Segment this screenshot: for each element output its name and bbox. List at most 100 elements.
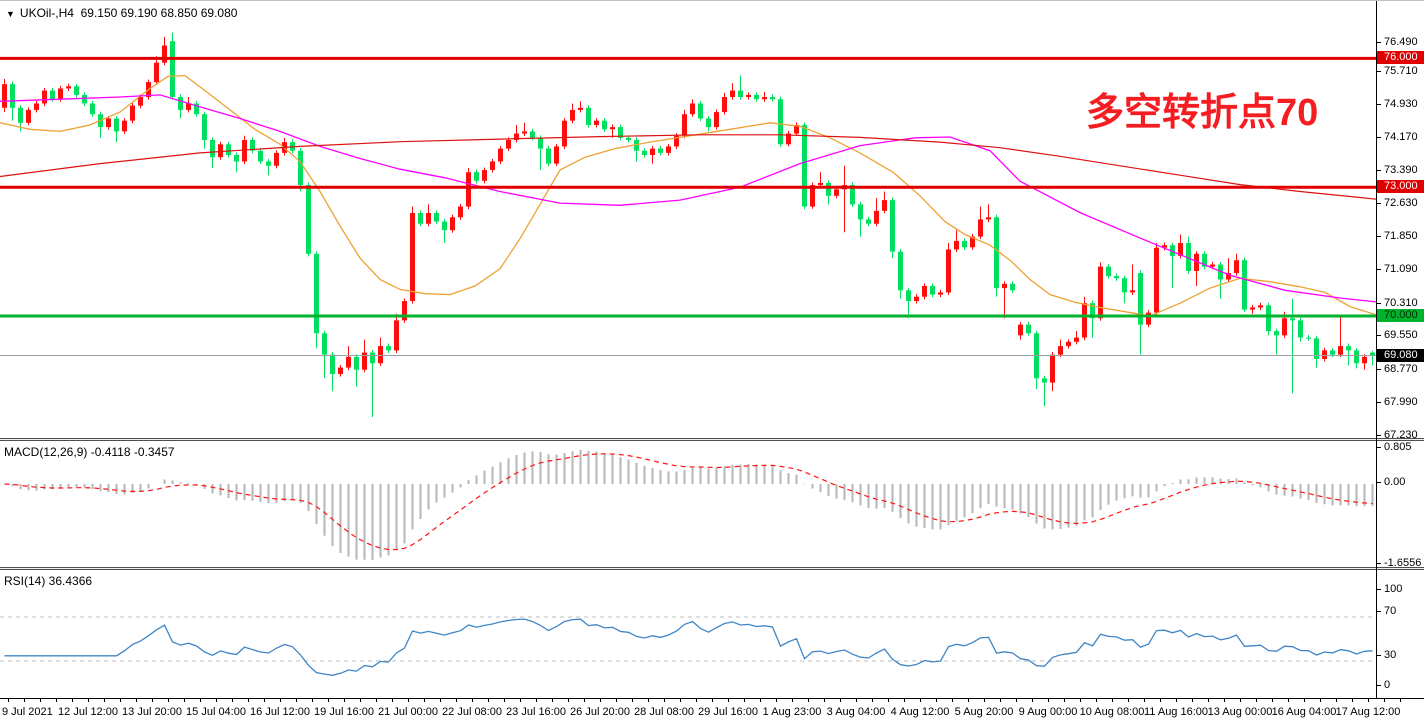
price-axis-label: 74.170: [1384, 131, 1418, 143]
candle-body: [1370, 352, 1375, 356]
candle-body: [954, 240, 959, 250]
candle-body: [498, 148, 503, 162]
price-axis-tick: [1377, 303, 1381, 304]
candle-body: [178, 97, 183, 110]
candle-body: [834, 189, 839, 196]
candle-body: [682, 114, 687, 136]
candle-body: [426, 212, 431, 224]
candle-body: [1330, 350, 1335, 355]
time-axis-label: 23 Jul 16:00: [506, 706, 566, 718]
candle-body: [1082, 303, 1087, 338]
candle-body: [930, 285, 935, 295]
candle-body: [266, 161, 271, 166]
price-axis-label: 69.550: [1384, 329, 1418, 341]
candle-body: [1306, 337, 1311, 339]
candle-body: [298, 150, 303, 186]
candle-body: [722, 97, 727, 113]
price-axis-label: 74.930: [1384, 98, 1418, 110]
candle-body: [1058, 346, 1063, 355]
candle-body: [1314, 338, 1319, 359]
candle-body: [106, 118, 111, 128]
price-axis-label: 67.990: [1384, 396, 1418, 408]
candle-body: [658, 148, 663, 153]
candle-body: [586, 107, 591, 125]
candle-body: [330, 354, 335, 375]
candle-body: [890, 200, 895, 252]
candle-body: [1130, 290, 1135, 293]
macd-signal-line: [4, 453, 1373, 551]
candle-body: [602, 120, 607, 130]
time-axis-label: 15 Jul 04:00: [186, 706, 246, 718]
ohlc-values: 69.150 69.190 68.850 69.080: [80, 6, 238, 20]
candle-body: [914, 296, 919, 302]
time-axis-label: 16 Aug 04:00: [1271, 706, 1337, 718]
candle-body: [978, 219, 983, 237]
price-axis-label: 68.770: [1384, 363, 1418, 375]
candle-body: [234, 155, 239, 162]
candle-body: [1282, 318, 1287, 336]
price-axis-label: 70.310: [1384, 297, 1418, 309]
candle-body: [1106, 266, 1111, 277]
time-axis[interactable]: 9 Jul 2021 12 Jul 12:00 13 Jul 20:00 15 Jul…: [0, 698, 1424, 724]
time-axis-ticks: [8, 699, 1416, 702]
candle-body: [1322, 350, 1327, 359]
price-level-badge: 73.000: [1377, 180, 1424, 193]
rsi-axis-tick: [1377, 655, 1381, 656]
candle-body: [306, 185, 311, 254]
time-axis-label: 9 Jul 2021: [2, 706, 53, 718]
candle-body: [370, 352, 375, 364]
candle-body: [850, 185, 855, 205]
time-axis-label: 11 Aug 16:00: [1143, 706, 1209, 718]
price-axis-tick: [1377, 42, 1381, 43]
price-axis-label: 75.710: [1384, 65, 1418, 77]
candle-body: [1354, 350, 1359, 364]
candle-body: [738, 90, 743, 98]
candle-body: [1266, 305, 1271, 332]
price-axis-tick: [1377, 71, 1381, 72]
candle-body: [818, 182, 823, 186]
macd-axis-tick: [1377, 447, 1381, 448]
candle-body: [538, 137, 543, 149]
chevron-down-icon[interactable]: ▼: [6, 9, 15, 19]
time-axis-label: 5 Aug 20:00: [954, 706, 1014, 718]
candle-body: [386, 346, 391, 351]
macd-axis-label: -1.6556: [1384, 557, 1422, 569]
candle-body: [1290, 318, 1295, 321]
candle-body: [514, 133, 519, 140]
candle-body: [746, 94, 751, 98]
candle-body: [274, 152, 279, 166]
candle-body: [922, 285, 927, 297]
price-axis-label: 71.850: [1384, 230, 1418, 242]
candle-body: [482, 170, 487, 181]
ma-slow-magenta: [0, 94, 1376, 303]
panel-divider[interactable]: [0, 438, 1424, 441]
candle-body: [490, 161, 495, 171]
candle-body: [578, 107, 583, 110]
time-axis-label: 21 Jul 00:00: [378, 706, 438, 718]
panel-divider[interactable]: [0, 567, 1424, 570]
macd-panel[interactable]: [4, 449, 1374, 560]
rsi-axis-label: 100: [1384, 583, 1403, 595]
candle-body: [1338, 346, 1343, 355]
candle-body: [82, 94, 87, 104]
candle-body: [546, 148, 551, 164]
candle-body: [138, 97, 143, 106]
candle-body: [994, 217, 999, 289]
candle-body: [698, 103, 703, 119]
price-level-badge: 76.000: [1377, 51, 1424, 64]
time-axis-label: 16 Jul 12:00: [250, 706, 310, 718]
time-axis-label: 19 Jul 16:00: [314, 706, 374, 718]
rsi-panel[interactable]: [0, 616, 1376, 676]
price-axis-label: 76.490: [1384, 36, 1418, 48]
price-axis-tick: [1377, 170, 1381, 171]
price-panel[interactable]: [0, 32, 1376, 417]
candle-body: [2, 84, 7, 108]
candle-body: [1210, 264, 1215, 267]
candle-body: [1074, 337, 1079, 342]
candle-body: [346, 356, 351, 368]
candle-body: [218, 144, 223, 158]
rsi-axis-label: 0: [1384, 679, 1391, 691]
candle-body: [226, 144, 231, 156]
